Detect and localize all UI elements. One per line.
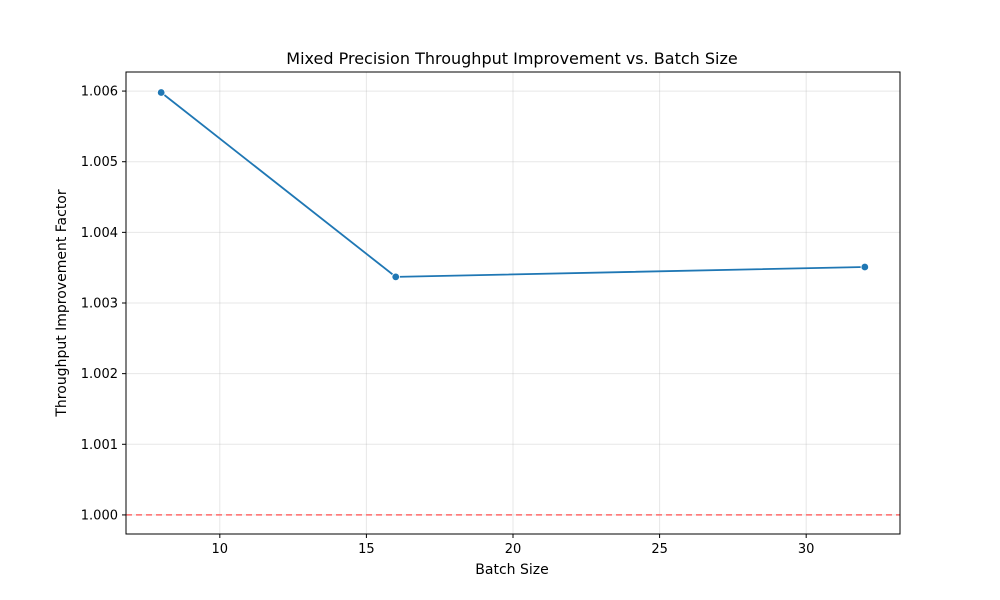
x-axis-label: Batch Size bbox=[475, 562, 548, 578]
y-tick-label: 1.000 bbox=[81, 508, 118, 523]
y-tick-label: 1.005 bbox=[81, 155, 118, 170]
y-tick-label: 1.002 bbox=[81, 367, 118, 382]
x-tick-label: 25 bbox=[651, 542, 668, 557]
y-tick-label: 1.004 bbox=[81, 226, 118, 241]
x-tick-label: 30 bbox=[798, 542, 815, 557]
y-tick-label: 1.001 bbox=[81, 438, 118, 453]
x-tick-label: 15 bbox=[358, 542, 375, 557]
y-tick-label: 1.003 bbox=[81, 297, 118, 312]
grid bbox=[126, 72, 900, 534]
data-point bbox=[860, 262, 870, 272]
series-layer bbox=[156, 88, 870, 282]
y-axis-label: Throughput Improvement Factor bbox=[54, 189, 70, 417]
y-axis-ticks: 1.000 1.001 1.002 1.003 1.004 1.005 1.006 bbox=[81, 85, 126, 523]
data-point bbox=[391, 272, 400, 282]
x-tick-label: 20 bbox=[505, 542, 522, 557]
x-axis-ticks: 10 15 20 25 30 bbox=[212, 534, 815, 557]
data-point bbox=[156, 88, 166, 97]
x-tick-label: 10 bbox=[212, 542, 229, 557]
y-tick-label: 1.006 bbox=[81, 85, 118, 100]
chart-title: Mixed Precision Throughput Improvement v… bbox=[286, 49, 737, 68]
